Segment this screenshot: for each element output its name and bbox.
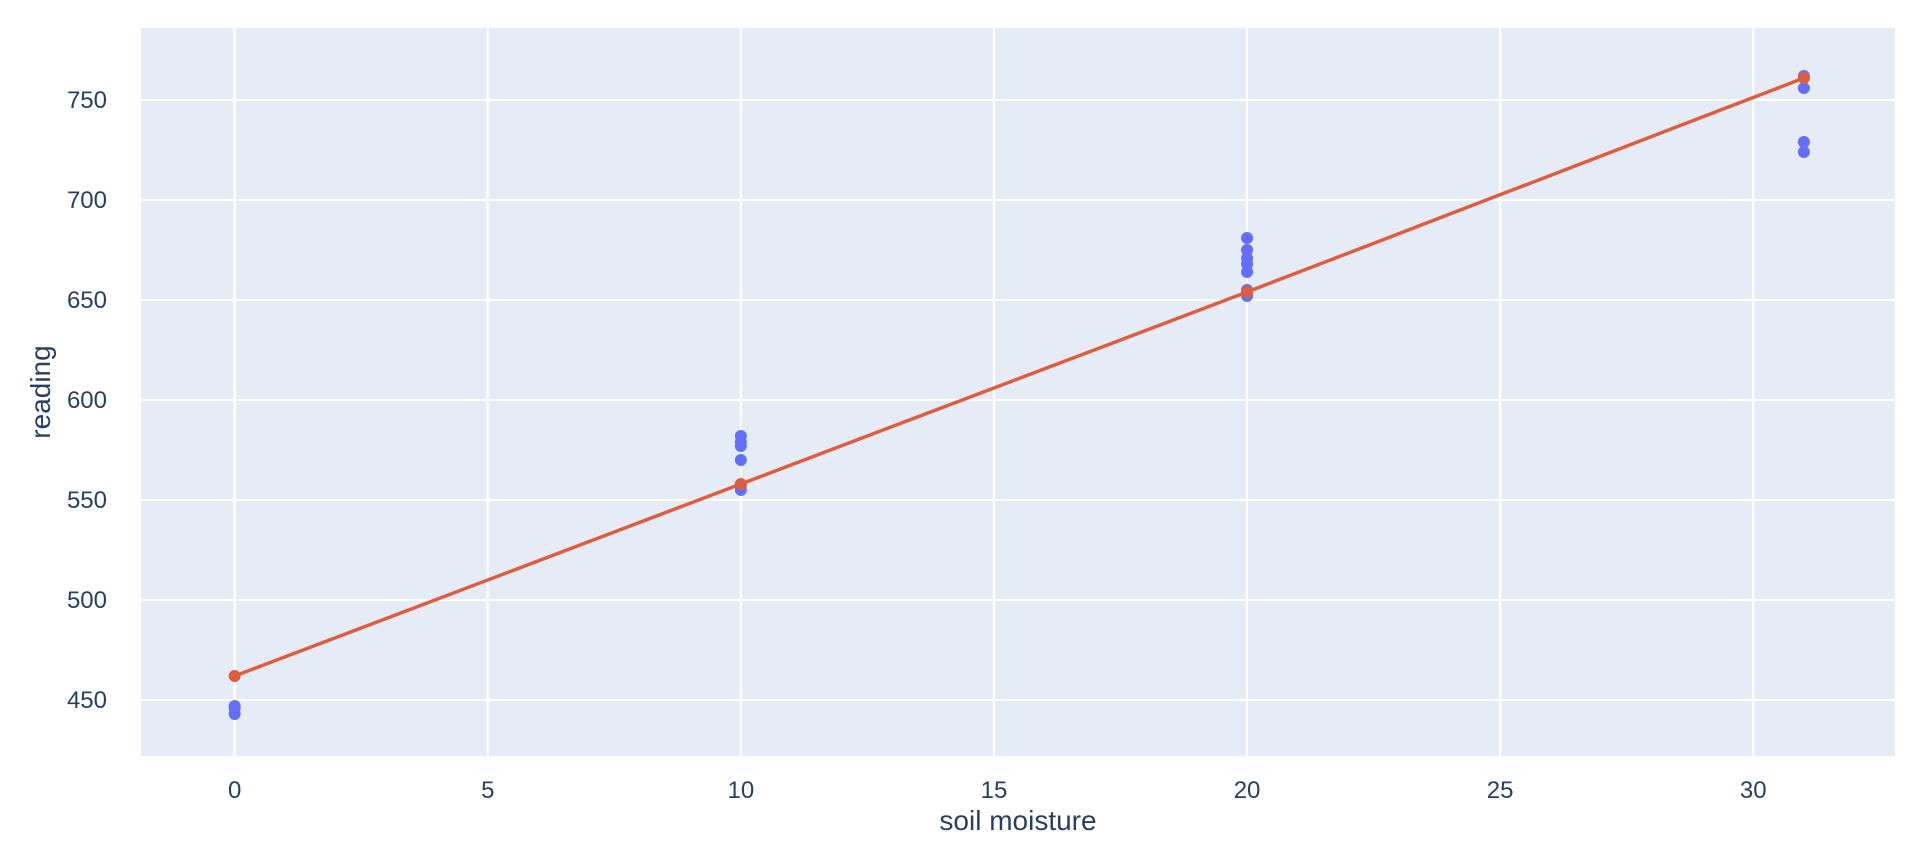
data-point	[1241, 232, 1254, 244]
y-tick-labels: 450 500 550 600 650 700 750	[67, 87, 107, 714]
x-tick-label: 30	[1740, 777, 1767, 804]
x-tick-label: 10	[728, 777, 755, 804]
x-tick-label: 0	[228, 777, 241, 804]
data-point	[734, 454, 747, 466]
trend-point	[734, 478, 747, 490]
series-layer	[228, 70, 1810, 720]
x-gridlines	[233, 28, 1755, 756]
data-point	[228, 708, 241, 720]
data-point	[1241, 266, 1254, 278]
y-tick-label: 750	[67, 87, 107, 114]
data-point	[1797, 146, 1810, 158]
trend-point	[1241, 286, 1254, 298]
trend-line	[234, 76, 1805, 678]
data-point	[734, 440, 747, 452]
y-tick-label: 450	[67, 687, 107, 714]
x-tick-label: 20	[1234, 777, 1261, 804]
data-point	[1797, 82, 1810, 94]
y-gridlines	[141, 99, 1895, 701]
data-point	[1797, 136, 1810, 148]
y-tick-label: 600	[67, 387, 107, 414]
y-tick-label: 700	[67, 187, 107, 214]
x-tick-label: 25	[1487, 777, 1514, 804]
trend-point	[228, 670, 241, 682]
x-tick-label: 5	[481, 777, 494, 804]
x-tick-label: 15	[981, 777, 1008, 804]
plot-area	[141, 28, 1895, 756]
x-tick-labels: 0 5 10 15 20 25 30	[228, 777, 1767, 804]
y-tick-label: 500	[67, 587, 107, 614]
trend-point	[1797, 72, 1810, 84]
y-tick-label: 550	[67, 487, 107, 514]
x-axis-title: soil moisture	[939, 805, 1096, 836]
y-axis-title: reading	[25, 345, 56, 438]
y-tick-label: 650	[67, 287, 107, 314]
trend-series	[228, 72, 1810, 682]
